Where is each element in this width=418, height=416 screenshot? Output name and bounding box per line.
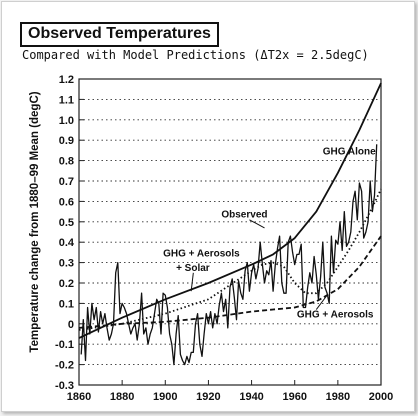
y-tick-label: -0.3 (55, 380, 74, 392)
annotation-leader (190, 272, 194, 292)
x-tick-label: 1940 (239, 391, 263, 403)
series-line-ghg-aerosols (78, 235, 382, 329)
annotation-label: GHG Alone (323, 146, 376, 157)
annotation-label: GHG + Aerosols (297, 310, 374, 321)
annotation-label: Observed (221, 210, 267, 221)
y-tick-label: 0.8 (59, 156, 74, 168)
y-tick-label: 0.1 (59, 298, 74, 310)
y-tick-label: -0.1 (55, 339, 74, 351)
series-line-observed (80, 144, 378, 366)
annotation-label: GHG + Aerosols (163, 248, 240, 259)
y-tick-label: 1.1 (59, 94, 74, 106)
y-tick-label: 0.6 (59, 196, 74, 208)
y-tick-label: 0.9 (59, 135, 74, 147)
y-tick-label: 0 (68, 319, 74, 331)
x-tick-label: 1880 (110, 391, 134, 403)
x-tick-label: 1980 (326, 391, 350, 403)
y-tick-label: 0.3 (59, 258, 74, 270)
y-tick-label: 0.4 (59, 237, 75, 249)
x-tick-label: 1900 (153, 391, 177, 403)
y-tick-label: -0.2 (55, 360, 74, 372)
y-tick-label: 0.2 (59, 278, 74, 290)
y-tick-label: 0.5 (59, 217, 74, 229)
annotation-label: + Solar (176, 263, 210, 274)
annotation-leader (249, 219, 265, 229)
y-tick-label: 0.7 (59, 176, 74, 188)
y-tick-label: 1.2 (59, 74, 74, 86)
x-tick-label: 2000 (369, 391, 393, 403)
x-tick-label: 1860 (67, 391, 91, 403)
x-tick-label: 1920 (196, 391, 220, 403)
series-line-ghg-alone (78, 82, 382, 339)
chart-title: Observed Temperatures (20, 22, 219, 47)
y-tick-label: 1.0 (59, 115, 74, 127)
chart-subtitle: Compared with Model Predictions (ΔT2x = … (22, 48, 369, 62)
annotation-leader (315, 294, 328, 310)
figure-frame (1, 1, 415, 412)
plot-area-border (78, 78, 382, 386)
x-tick-label: 1960 (282, 391, 306, 403)
